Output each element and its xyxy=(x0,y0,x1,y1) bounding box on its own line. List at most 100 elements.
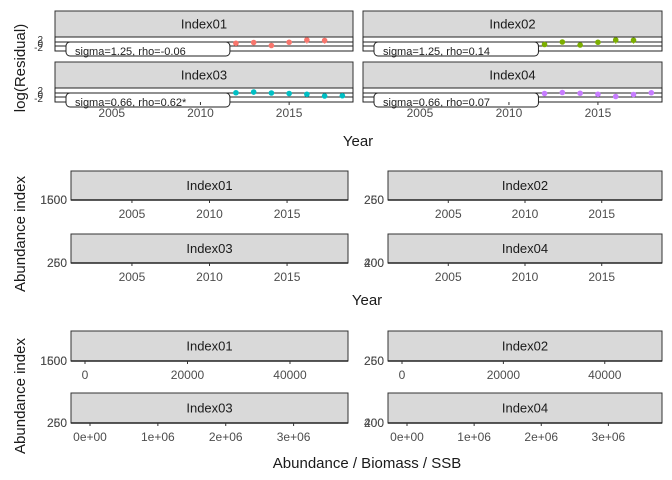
residual-point xyxy=(648,89,655,96)
y-tick-label: 2 xyxy=(37,35,43,46)
y-tick-label: 250 xyxy=(47,416,67,430)
x-tick-label: 2010 xyxy=(187,106,214,120)
y-axis-title: Abundance index xyxy=(12,338,29,454)
y-tick-label: 200 xyxy=(364,416,384,430)
x-axis-title: Abundance / Biomass / SSB xyxy=(273,455,461,472)
x-tick-label: 0 xyxy=(82,368,89,382)
facet-strip-label: Index02 xyxy=(502,178,548,193)
residual-point xyxy=(577,90,583,97)
x-tick-label: 2010 xyxy=(196,207,223,221)
facet-strip xyxy=(387,330,663,362)
x-tick-label: 2015 xyxy=(274,270,301,284)
facet-strip xyxy=(70,392,349,424)
x-tick-label: 2005 xyxy=(435,270,462,284)
residual-point xyxy=(541,90,548,97)
residual-point xyxy=(612,93,619,100)
x-tick-label: 2010 xyxy=(196,270,223,284)
x-tick-label: 2010 xyxy=(496,106,523,120)
facet-strip-label: Index04 xyxy=(489,68,535,83)
annotation-text: sigma=0.66, rho=0.07 xyxy=(383,97,490,109)
y-tick-label: 1600 xyxy=(40,193,67,207)
x-tick-label: 2015 xyxy=(588,207,615,221)
facet-strip xyxy=(387,233,663,264)
y-tick-label: 400 xyxy=(364,416,384,430)
facet-strip xyxy=(362,61,663,89)
y-tick-label: 260 xyxy=(364,193,384,207)
annotation-box xyxy=(65,41,231,57)
residual-point xyxy=(286,39,292,46)
x-tick-label: 40000 xyxy=(588,368,622,382)
x-tick-label: 3e+06 xyxy=(277,430,311,444)
facet-strip-label: Index02 xyxy=(489,17,535,32)
annotation-box xyxy=(65,92,231,108)
y-tick-label: 1500 xyxy=(40,354,67,368)
annotation-text: sigma=1.25, rho=0.14 xyxy=(383,46,490,58)
y-tick-label: 2 xyxy=(37,86,43,97)
facet-strip xyxy=(70,233,349,264)
x-tick-label: 2005 xyxy=(119,270,146,284)
x-tick-label: 20000 xyxy=(487,368,521,382)
residual-point xyxy=(321,93,328,99)
facet-strip-label: Index02 xyxy=(502,339,548,354)
y-tick-label: 200 xyxy=(364,256,384,270)
facet-strip-label: Index03 xyxy=(186,241,232,256)
y-tick-label: 0 xyxy=(37,39,43,50)
residual-point xyxy=(559,39,566,45)
x-tick-label: 0e+00 xyxy=(73,430,107,444)
residual-point xyxy=(595,91,601,98)
residual-point xyxy=(250,89,257,95)
residual-point xyxy=(321,37,328,44)
x-tick-label: 2010 xyxy=(512,270,539,284)
x-tick-label: 2005 xyxy=(98,106,125,120)
facet-strip xyxy=(54,61,354,89)
y-tick-label: 400 xyxy=(364,256,384,270)
x-tick-label: 1e+06 xyxy=(457,430,491,444)
residual-point xyxy=(339,92,346,99)
x-tick-label: 0 xyxy=(399,368,406,382)
y-tick-label: 260 xyxy=(47,256,67,270)
residual-point xyxy=(595,39,601,46)
facet-strip-label: Index01 xyxy=(186,178,232,193)
residual-point xyxy=(541,41,548,48)
residual-point xyxy=(304,91,310,98)
y-tick-label: 0 xyxy=(37,90,43,101)
x-tick-label: 2010 xyxy=(512,207,539,221)
residual-point xyxy=(612,37,619,43)
facet-strip-label: Index01 xyxy=(186,339,232,354)
residual-point xyxy=(233,89,239,96)
facet-strip xyxy=(54,10,354,38)
facet-strip-label: Index03 xyxy=(181,68,227,83)
facet-strip-label: Index03 xyxy=(186,401,232,416)
x-tick-label: 2015 xyxy=(274,207,301,221)
y-tick-label: 260 xyxy=(47,416,67,430)
x-tick-label: 2005 xyxy=(435,207,462,221)
y-tick-label: -2 xyxy=(34,43,43,54)
facet-strip-label: Index04 xyxy=(502,401,548,416)
y-tick-label: 1600 xyxy=(40,354,67,368)
x-tick-label: 0e+00 xyxy=(390,430,424,444)
x-tick-label: 2015 xyxy=(585,106,612,120)
y-tick-label: 250 xyxy=(47,256,67,270)
residual-point xyxy=(630,91,637,98)
residual-point xyxy=(577,42,583,48)
x-axis-title: Year xyxy=(343,133,373,150)
facet-strip xyxy=(387,392,663,424)
y-tick-label: 250 xyxy=(364,193,384,207)
facet-strip xyxy=(387,170,663,201)
annotation-box xyxy=(373,92,539,108)
x-tick-label: 2005 xyxy=(407,106,434,120)
annotation-text: sigma=1.25, rho=-0.06 xyxy=(75,46,186,58)
x-tick-label: 3e+06 xyxy=(592,430,626,444)
facet-strip-label: Index01 xyxy=(181,17,227,32)
y-axis-title: log(Residual) xyxy=(12,24,29,112)
x-tick-label: 2e+06 xyxy=(524,430,558,444)
residual-point xyxy=(630,37,637,44)
x-tick-label: 2015 xyxy=(588,270,615,284)
x-tick-label: 1e+06 xyxy=(141,430,175,444)
x-tick-label: 2005 xyxy=(119,207,146,221)
facet-strip xyxy=(362,10,663,38)
x-tick-label: 2015 xyxy=(276,106,303,120)
residual-point xyxy=(250,39,257,46)
residual-point xyxy=(233,40,239,47)
